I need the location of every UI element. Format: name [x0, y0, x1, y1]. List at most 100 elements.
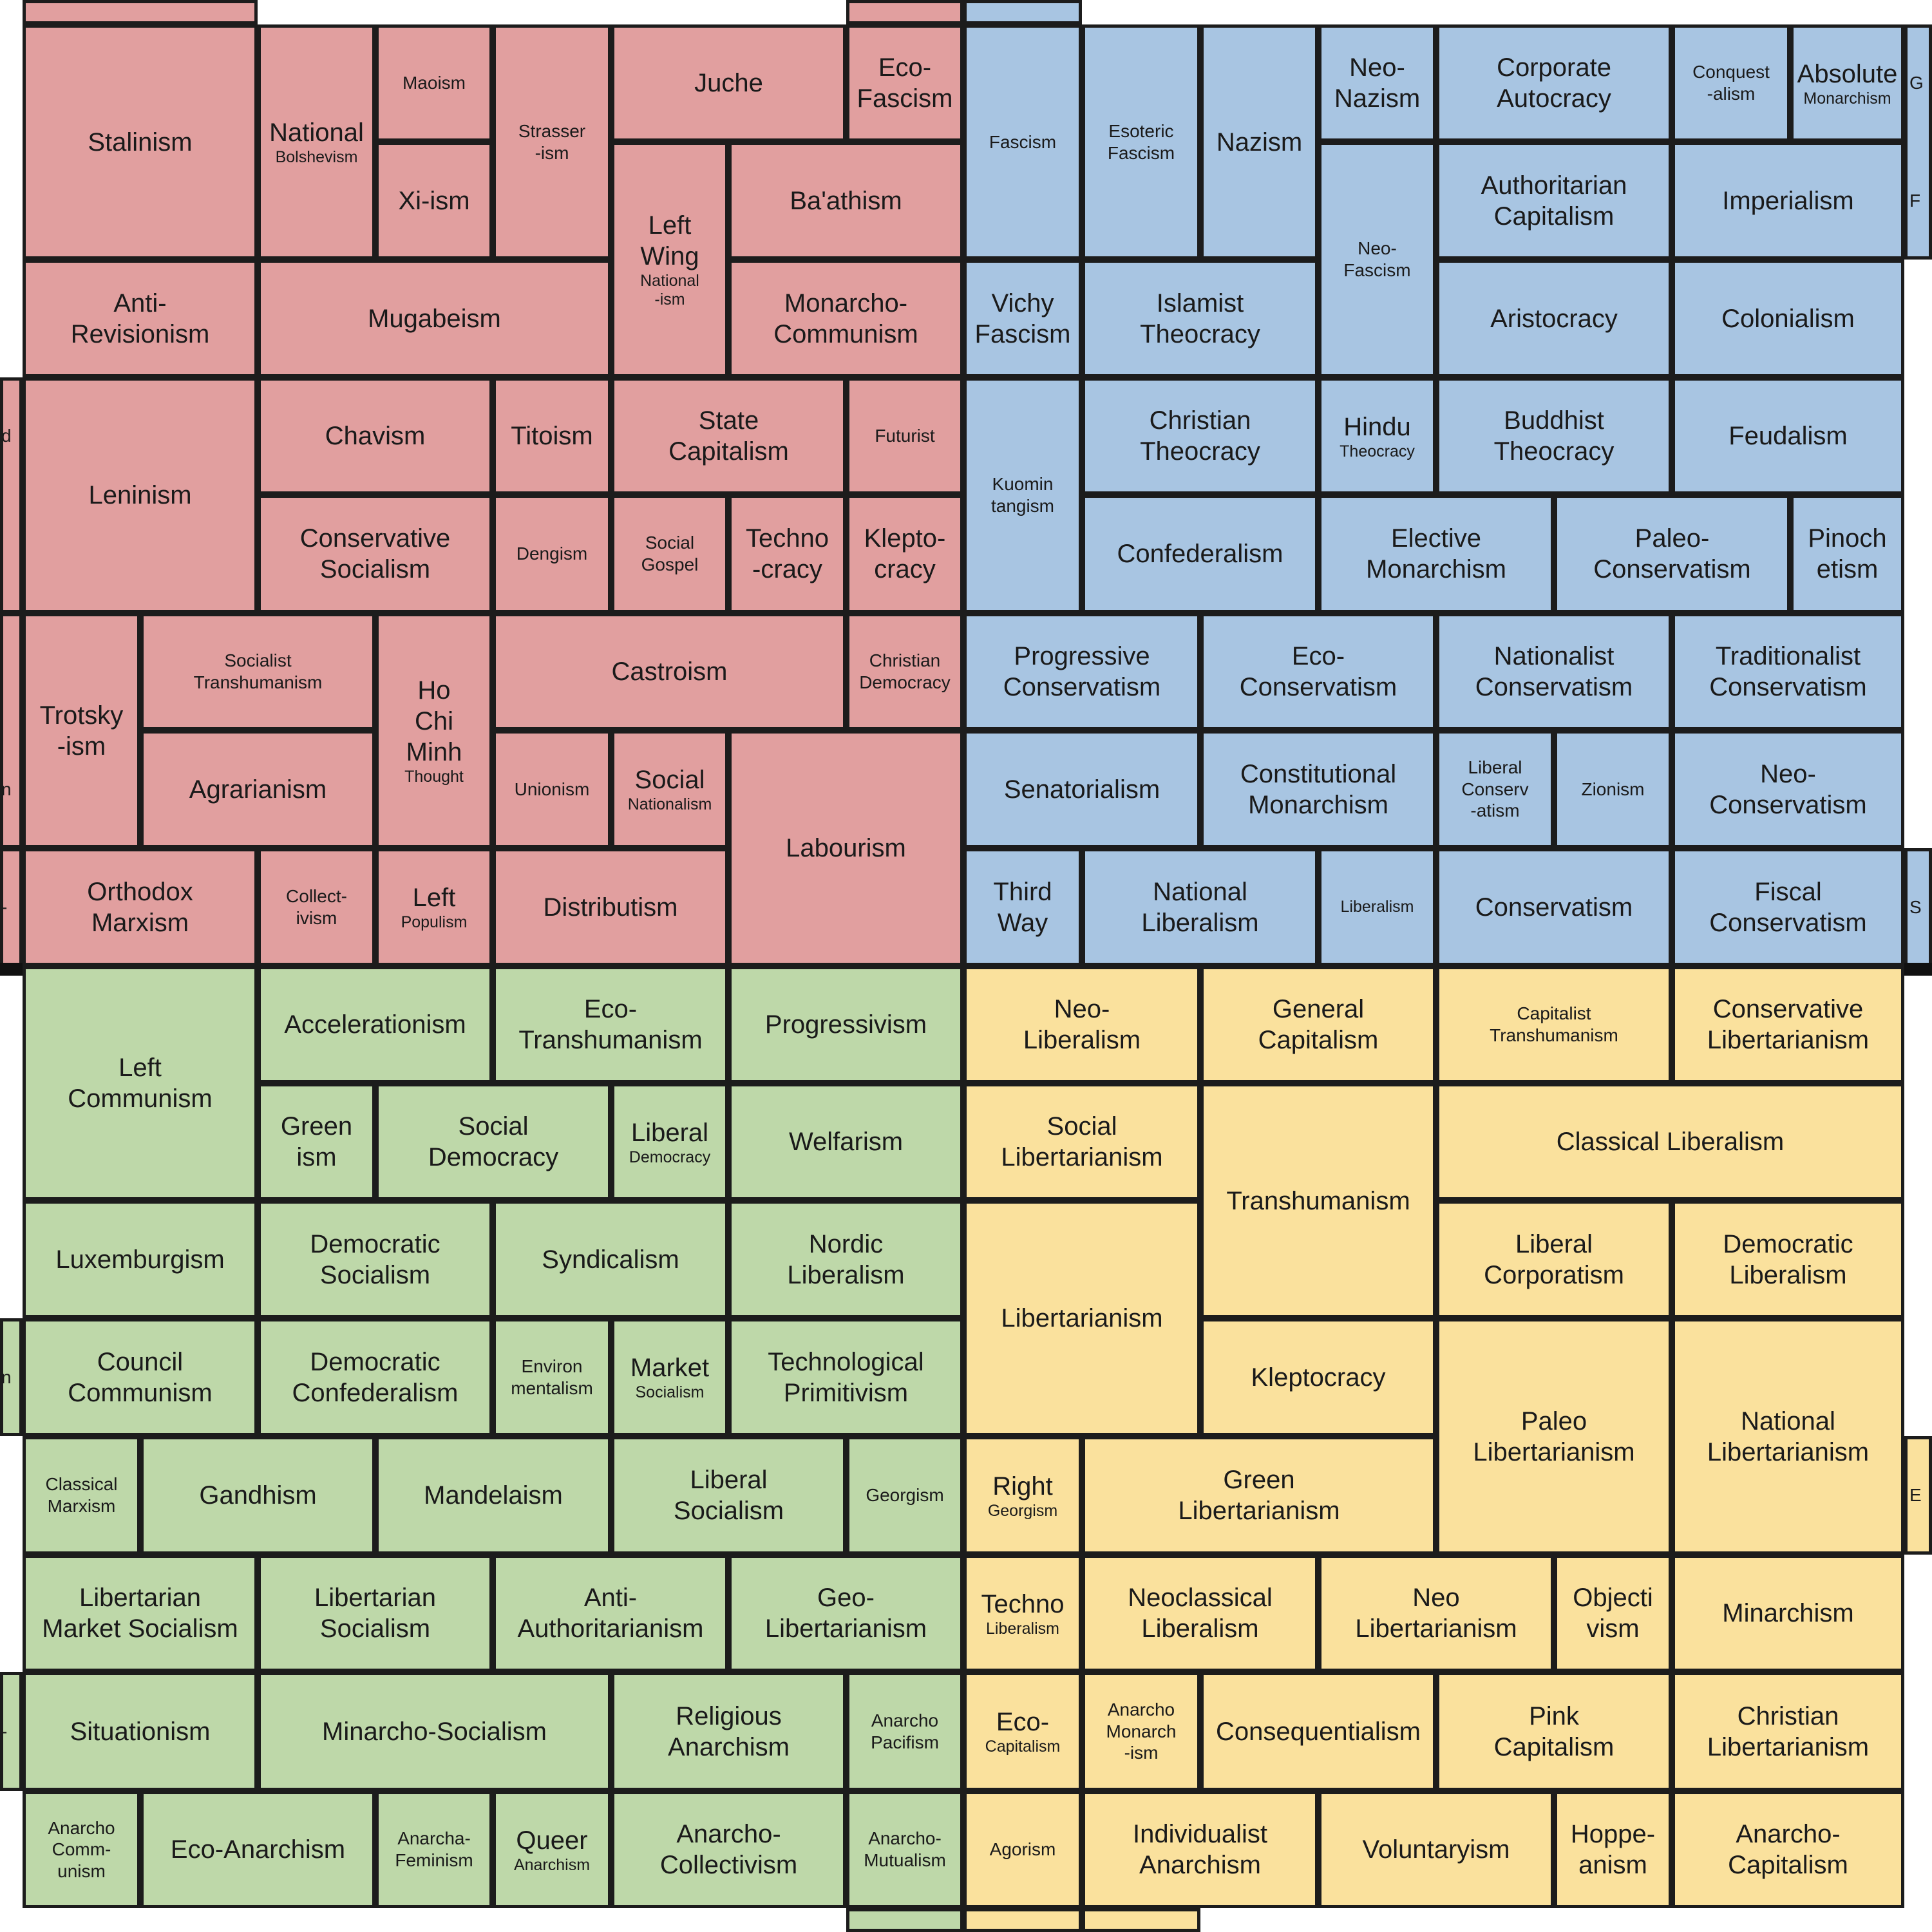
ideology-label: State Capitalism — [668, 406, 789, 466]
partial-cell — [963, 0, 1082, 24]
ideology-buddhist-theocracy: Buddhist Theocracy — [1436, 377, 1672, 495]
partial-cell — [0, 377, 23, 613]
ideology-label: Anarcha- Feminism — [395, 1828, 473, 1870]
ideology-social-nationalism: Social Nationalism — [611, 730, 728, 848]
ideology-paleo-conservatism: Paleo- Conservatism — [1554, 495, 1790, 613]
ideology-general-capitalism: General Capitalism — [1200, 966, 1436, 1083]
ideology-dengism: Dengism — [493, 495, 611, 613]
ideology-sublabel: Socialism — [635, 1383, 705, 1402]
ideology-label: General Capitalism — [1258, 995, 1379, 1054]
ideology-label: Paleo- Conservatism — [1593, 524, 1751, 583]
ideology-label: Chavism — [325, 422, 426, 450]
ideology-label: Orthodox Marxism — [87, 877, 193, 937]
ideology-label: Right — [992, 1472, 1053, 1501]
ideology-label: Elective Monarchism — [1366, 524, 1506, 583]
partial-cell — [1904, 848, 1932, 966]
ideology-liberal-socialism: Liberal Socialism — [611, 1436, 846, 1555]
ideology-libertarianism: Libertarianism — [963, 1200, 1200, 1436]
ideology-label: National Libertarianism — [1707, 1406, 1870, 1466]
ideology-kuomintangism: Kuomin tangism — [963, 377, 1082, 613]
ideology-label: Geo- Libertarianism — [764, 1584, 927, 1643]
ideology-queer-anarchism: Queer Anarchism — [493, 1791, 611, 1908]
edge-label-fragment: G — [1909, 73, 1924, 93]
ideology-futurist: Futurist — [846, 377, 963, 495]
ideology-label: Feudalism — [1728, 422, 1848, 450]
ideology-hindu-theocracy: Hindu Theocracy — [1318, 377, 1436, 495]
ideology-label: Technological Primitivism — [768, 1347, 924, 1407]
ideology-label: Nazism — [1216, 128, 1303, 156]
ideology-label: Left Wing — [640, 211, 699, 271]
ideology-minarchism: Minarchism — [1672, 1555, 1904, 1672]
ideology-absolute-monarchism: Absolute Monarchism — [1790, 24, 1904, 142]
ideology-eco-anarchism: Eco-Anarchism — [140, 1791, 375, 1908]
ideology-sublabel: Bolshevism — [275, 148, 358, 167]
ideology-eco-capitalism: Eco- Capitalism — [963, 1672, 1082, 1791]
ideology-label: Unionism — [514, 779, 590, 799]
ideology-label: Constitutional Monarchism — [1240, 759, 1397, 819]
ideology-label: Mandelaism — [424, 1481, 563, 1510]
ideology-label: Colonialism — [1721, 304, 1855, 333]
ideology-sublabel: Liberalism — [986, 1619, 1059, 1638]
ideology-label: Welfarism — [788, 1128, 904, 1156]
ideology-label: Conservative Socialism — [299, 524, 451, 583]
ideology-minarcho-socialism: Minarcho-Socialism — [258, 1672, 611, 1791]
ideology-label: Situationism — [70, 1717, 211, 1746]
ideology-label: Liberal Socialism — [673, 1466, 784, 1525]
edge-label-fragment: - — [1, 1721, 8, 1741]
ideology-label: Neo- Conservatism — [1709, 759, 1867, 819]
ideology-label: Capitalist Transhumanism — [1490, 1003, 1618, 1045]
ideology-libertarian-market-socialism: Libertarian Market Socialism — [23, 1555, 258, 1672]
ideology-neo-nazism: Neo- Nazism — [1318, 24, 1436, 142]
ideology-third-way: Third Way — [963, 848, 1082, 966]
ideology-christian-democracy: Christian Democracy — [846, 613, 963, 730]
ideology-eco-transhumanism: Eco- Transhumanism — [493, 966, 728, 1083]
ideology-national-liberalism: National Liberalism — [1082, 848, 1318, 966]
ideology-democratic-socialism: Democratic Socialism — [258, 1200, 493, 1318]
ideology-label: Individualist Anarchism — [1132, 1820, 1267, 1879]
partial-cell — [1904, 1436, 1932, 1555]
ideology-baathism: Ba'athism — [728, 142, 963, 260]
ideology-label: Social — [634, 766, 705, 795]
ideology-left-populism: Left Populism — [375, 848, 493, 966]
ideology-label: Libertarian Socialism — [314, 1584, 436, 1643]
ideology-label: Anti- Revisionism — [70, 289, 210, 348]
ideology-esoteric-fascism: Esoteric Fascism — [1082, 24, 1200, 260]
ideology-label: Anarcho- Collectivism — [659, 1820, 798, 1879]
ideology-label: Eco- Conservatism — [1239, 642, 1397, 701]
ideology-libertarian-socialism: Libertarian Socialism — [258, 1555, 493, 1672]
ideology-sublabel: Monarchism — [1803, 89, 1891, 108]
ideology-label: Syndicalism — [542, 1245, 679, 1274]
ideology-nazism: Nazism — [1200, 24, 1318, 260]
ideology-label: Agrarianism — [189, 775, 327, 804]
ideology-label: Xi-ism — [398, 186, 470, 215]
ideology-senatorialism: Senatorialism — [963, 730, 1200, 848]
ideology-label: Queer — [516, 1826, 588, 1855]
ideology-label: Social Libertarianism — [1001, 1112, 1163, 1171]
ideology-label: Imperialism — [1722, 186, 1854, 215]
ideology-liberal-corporatism: Liberal Corporatism — [1436, 1200, 1672, 1318]
ideology-nationalist-conservatism: Nationalist Conservatism — [1436, 613, 1672, 730]
ideology-label: Christian Theocracy — [1140, 406, 1260, 466]
partial-cell — [846, 1908, 963, 1932]
ideology-label: Religious Anarchism — [668, 1701, 790, 1761]
ideology-label: Social Democracy — [428, 1112, 559, 1171]
ideology-hoppeanism: Hoppe- anism — [1554, 1791, 1672, 1908]
ideology-feudalism: Feudalism — [1672, 377, 1904, 495]
edge-label-fragment: n — [1, 779, 12, 799]
ideology-neoclassical-liberalism: Neoclassical Liberalism — [1082, 1555, 1318, 1672]
ideology-label: National — [269, 118, 364, 147]
ideology-technological-primitivism: Technological Primitivism — [728, 1318, 963, 1436]
ideology-left-wing-nationalism: Left Wing National -ism — [611, 142, 728, 377]
ideology-anarcho-collectivism: Anarcho- Collectivism — [611, 1791, 846, 1908]
ideology-trotskyism: Trotsky -ism — [23, 613, 140, 848]
ideology-label: Environ mentalism — [511, 1356, 593, 1398]
ideology-stalinism: Stalinism — [23, 24, 258, 260]
ideology-orthodox-marxism: Orthodox Marxism — [23, 848, 258, 966]
ideology-liberalism: Liberalism — [1318, 848, 1436, 966]
ideology-label: Traditionalist Conservatism — [1709, 642, 1867, 701]
ideology-label: Islamist Theocracy — [1140, 289, 1260, 348]
edge-label-fragment: S — [1909, 896, 1922, 917]
ideology-label: Ba'athism — [790, 186, 902, 215]
ideology-label: Monarcho- Communism — [773, 289, 918, 348]
ideology-vichy-fascism: Vichy Fascism — [963, 260, 1082, 377]
